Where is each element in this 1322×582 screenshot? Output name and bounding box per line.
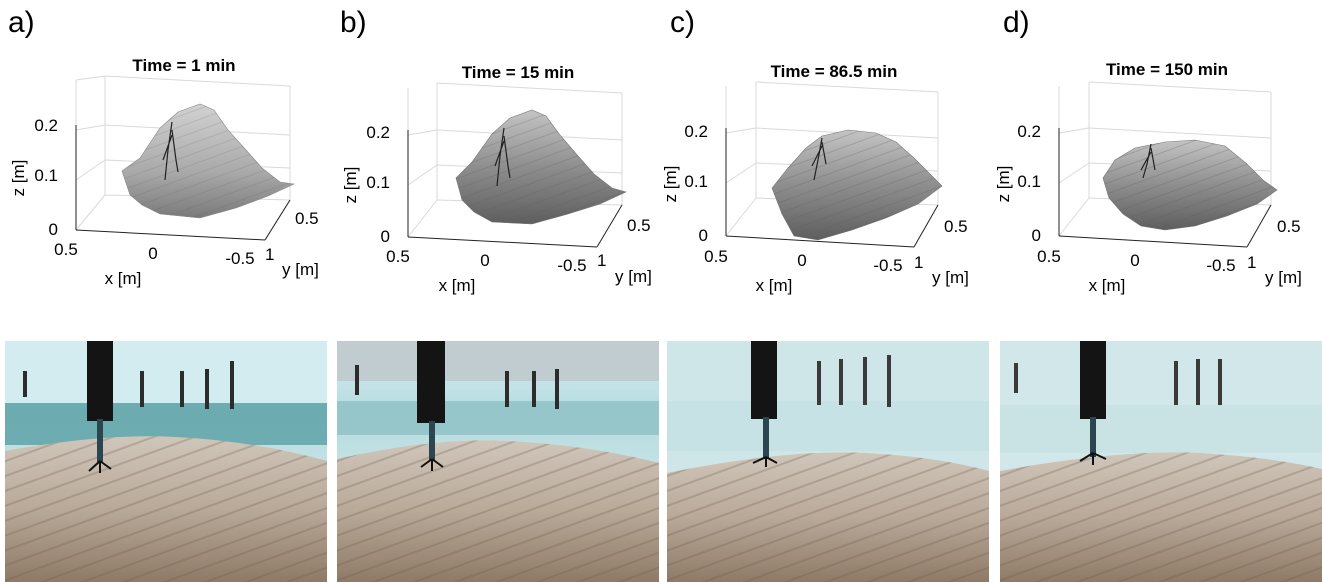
x-tick-label: -0.5 xyxy=(873,256,902,275)
plot-title: Time = 1 min xyxy=(132,56,235,75)
underwater-photo xyxy=(667,341,989,582)
x-tick-label: 0.5 xyxy=(386,247,410,266)
plot-title: Time = 15 min xyxy=(462,63,575,82)
panel-label: d) xyxy=(1003,6,1030,39)
axis-lines xyxy=(75,125,291,241)
y-tick-label: 1 xyxy=(597,251,606,270)
y-tick-label: 0.5 xyxy=(944,217,968,236)
sensor-frame-icon xyxy=(1140,143,1156,179)
terrain-ripples xyxy=(122,104,294,218)
z-tick-label: 0 xyxy=(699,226,708,245)
x-tick-label: 0 xyxy=(480,251,489,270)
panel-d: d) Time = 150 min xyxy=(995,0,1322,582)
surface-plot: Time = 86.5 min 0.2 0. xyxy=(662,0,992,320)
x-axis-label: x [m] xyxy=(1089,276,1126,295)
plot-title: Time = 86.5 min xyxy=(771,62,898,81)
sensor-frame-icon xyxy=(811,137,827,181)
x-tick-label: 0.5 xyxy=(1037,247,1061,266)
surface-plot: Time = 15 min 0.2 0.1 xyxy=(332,0,662,320)
y-axis-label: y [m] xyxy=(1265,268,1302,287)
x-axis-label: x [m] xyxy=(756,276,793,295)
terrain-ripples xyxy=(772,130,942,240)
z-tick-label: 0.2 xyxy=(366,123,390,142)
x-tick-label: 0 xyxy=(797,251,806,270)
panel-label: b) xyxy=(340,6,367,39)
z-tick-label: 0.2 xyxy=(1017,122,1041,141)
y-tick-label: 1 xyxy=(914,253,923,272)
z-axis-label: z [m] xyxy=(341,167,360,204)
x-axis-label: x [m] xyxy=(439,276,476,295)
y-axis-label: y [m] xyxy=(282,260,319,279)
z-axis-label: z [m] xyxy=(662,166,680,203)
x-tick-label: -0.5 xyxy=(557,256,586,275)
z-tick-label: 0 xyxy=(49,220,58,239)
x-tick-label: -0.5 xyxy=(225,249,254,268)
z-axis-label: z [m] xyxy=(995,166,1013,203)
x-tick-label: 0.5 xyxy=(54,240,78,259)
y-tick-label: 0.5 xyxy=(1277,217,1301,236)
z-tick-label: 0.1 xyxy=(684,172,708,191)
surface-plot: Time = 1 min xyxy=(0,0,330,320)
x-tick-label: 0 xyxy=(148,244,157,263)
x-tick-label: 0.5 xyxy=(704,247,728,266)
panel-b: b) Time = 15 min xyxy=(332,0,662,582)
panel-a: a) Time = 1 min xyxy=(0,0,330,582)
z-tick-label: 0.2 xyxy=(34,116,58,135)
plot-title: Time = 150 min xyxy=(1106,60,1228,79)
z-tick-label: 0.1 xyxy=(1017,172,1041,191)
y-axis-label: y [m] xyxy=(615,267,652,286)
z-tick-label: 0.1 xyxy=(34,166,58,185)
axis-lines xyxy=(725,128,939,248)
sensor-frame-icon xyxy=(162,121,179,181)
y-tick-label: 1 xyxy=(265,245,274,264)
y-tick-label: 0.5 xyxy=(627,216,651,235)
y-tick-label: 0.5 xyxy=(295,209,319,228)
x-axis-label: x [m] xyxy=(105,269,142,288)
z-tick-label: 0.2 xyxy=(684,122,708,141)
panel-label: a) xyxy=(8,6,35,39)
underwater-photo xyxy=(337,341,659,582)
terrain-ripples xyxy=(1103,140,1277,230)
z-tick-label: 0 xyxy=(1032,226,1041,245)
z-axis-label: z [m] xyxy=(9,160,28,197)
panel-c: c) Time = 86.5 min xyxy=(662,0,992,582)
axis-lines xyxy=(1058,128,1272,248)
axis-lines xyxy=(407,130,623,248)
surface-plot: Time = 150 min 0.2 0.1 xyxy=(995,0,1322,320)
x-tick-label: -0.5 xyxy=(1206,256,1235,275)
underwater-photo xyxy=(5,341,327,582)
underwater-photo xyxy=(1000,341,1322,582)
y-tick-label: 1 xyxy=(1247,253,1256,272)
x-tick-label: 0 xyxy=(1130,251,1139,270)
z-tick-label: 0.1 xyxy=(366,173,390,192)
y-axis-label: y [m] xyxy=(932,268,969,287)
panel-label: c) xyxy=(670,6,695,39)
z-tick-label: 0 xyxy=(381,227,390,246)
sensor-frame-icon xyxy=(494,127,511,187)
terrain-ripples xyxy=(456,110,626,224)
